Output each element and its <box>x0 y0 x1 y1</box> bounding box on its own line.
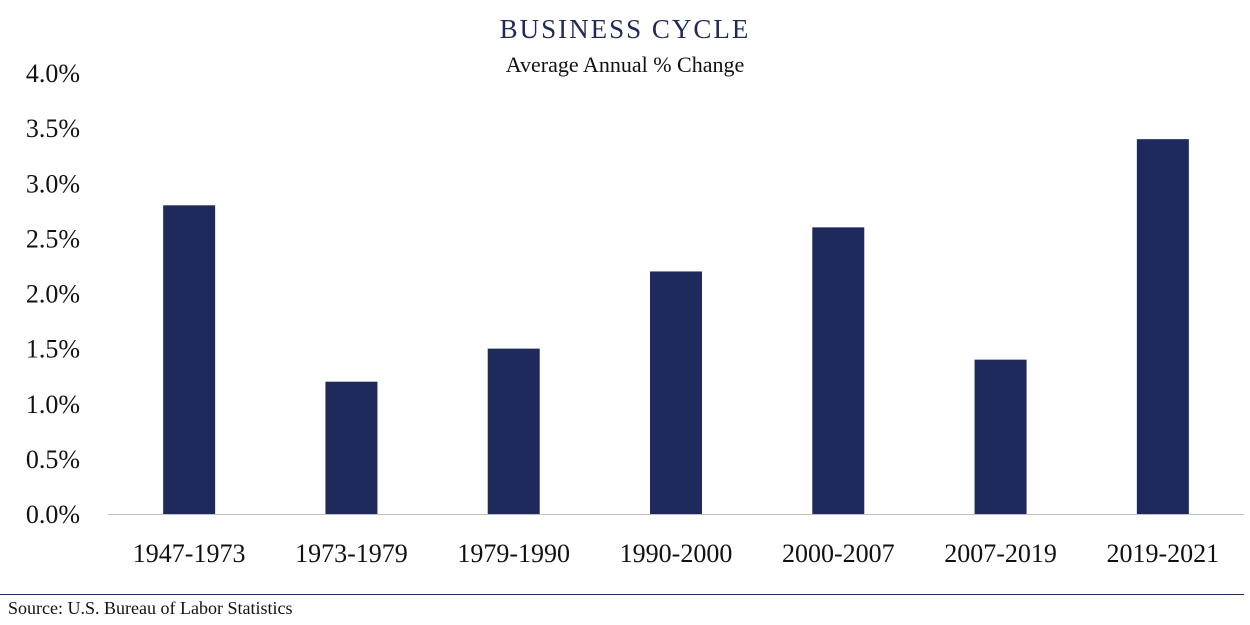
chart-title: BUSINESS CYCLE <box>499 14 751 44</box>
y-tick-label: 4.0% <box>26 59 80 88</box>
source-note: Source: U.S. Bureau of Labor Statistics <box>8 598 293 618</box>
x-tick-label: 2019-2021 <box>1107 539 1220 568</box>
y-tick-label: 2.0% <box>26 280 80 309</box>
bar-1973-1979 <box>325 381 378 514</box>
x-tick-label: 1973-1979 <box>295 539 408 568</box>
bar-1990-2000 <box>650 271 702 514</box>
y-tick-label: 3.5% <box>26 114 80 143</box>
bars <box>163 139 1189 515</box>
bar-1979-1990 <box>487 348 540 514</box>
y-tick-label: 1.5% <box>26 335 80 364</box>
x-tick-label: 1990-2000 <box>620 539 733 568</box>
bar-2000-2007 <box>812 227 865 514</box>
bar-1947-1973 <box>163 205 216 515</box>
x-tick-label: 2007-2019 <box>944 539 1057 568</box>
bar-chart: 0.0% 0.5% 1.0% 1.5% 2.0% 2.5% 3.0% 3.5% 4.0% 194… <box>26 59 1244 568</box>
y-tick-label: 1.0% <box>26 390 80 419</box>
bar-2019-2021 <box>1136 139 1189 514</box>
y-tick-label: 2.5% <box>26 224 80 253</box>
y-tick-label: 0.0% <box>26 500 80 529</box>
chart-subtitle: Average Annual % Change <box>505 52 745 77</box>
x-axis: 1947-1973 1973-1979 1979-1990 1990-2000 2000… <box>133 539 1219 568</box>
y-axis: 0.0% 0.5% 1.0% 1.5% 2.0% 2.5% 3.0% 3.5% 4.0% <box>26 59 80 529</box>
x-tick-label: 1947-1973 <box>133 539 246 568</box>
source-divider <box>0 594 1244 595</box>
x-tick-label: 2000-2007 <box>782 539 895 568</box>
y-tick-label: 3.0% <box>26 169 80 198</box>
y-tick-label: 0.5% <box>26 445 80 474</box>
bar-2007-2019 <box>974 359 1027 514</box>
x-tick-label: 1979-1990 <box>457 539 570 568</box>
